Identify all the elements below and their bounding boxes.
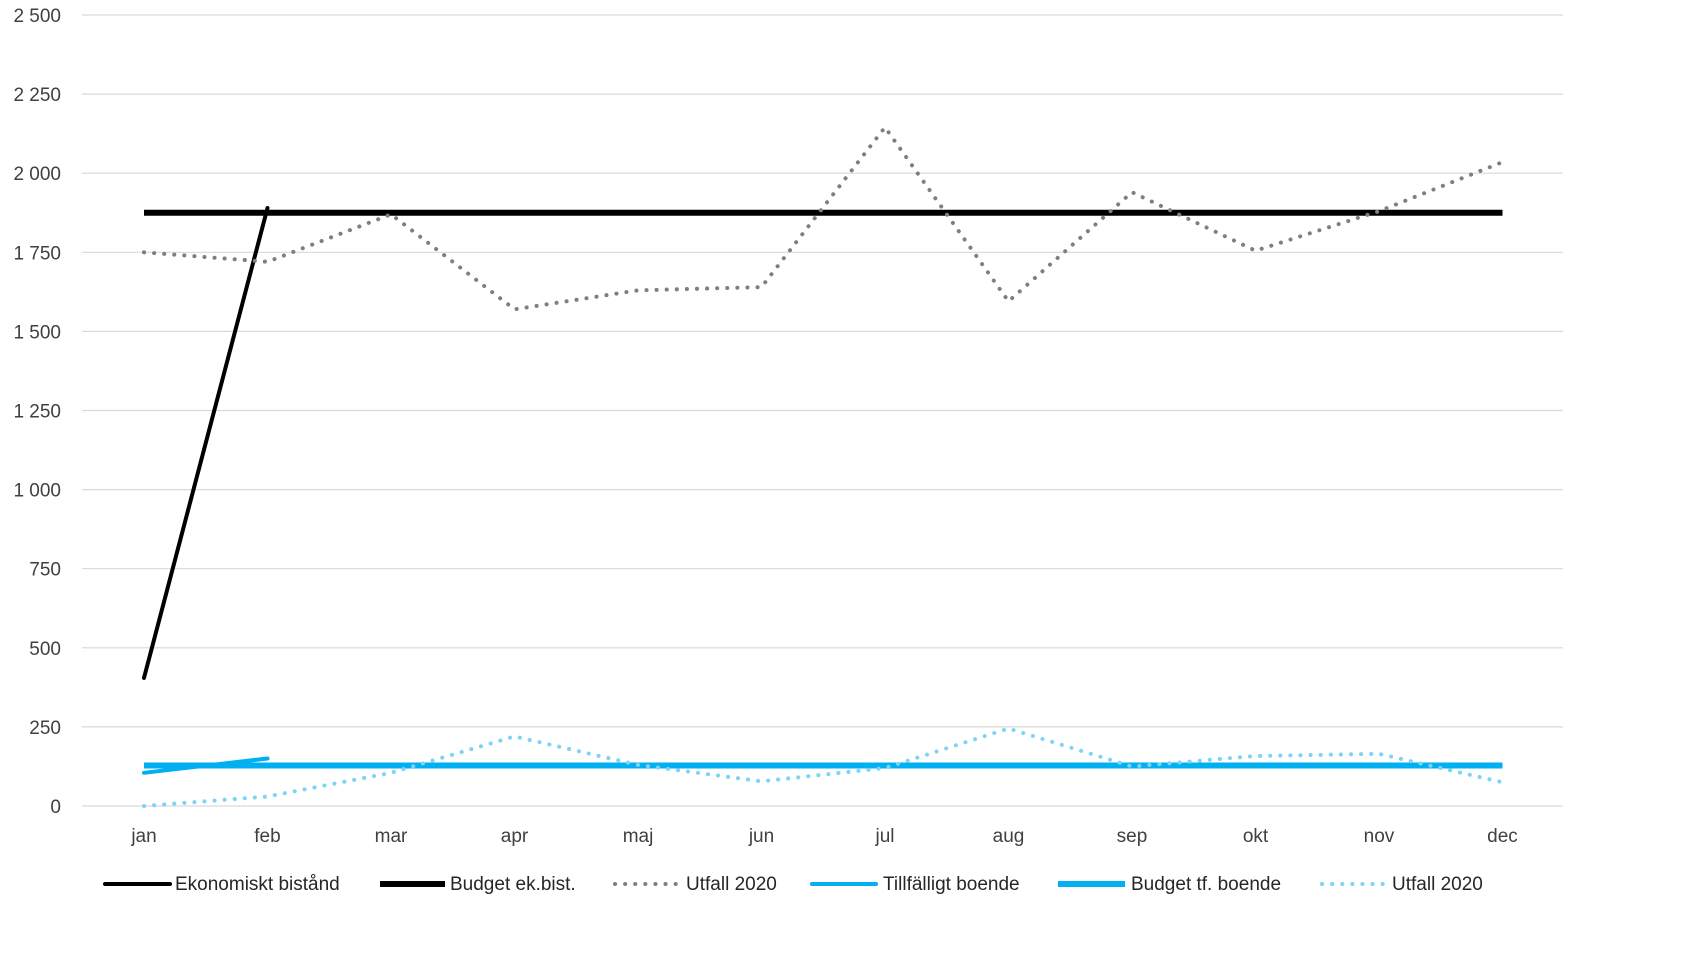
y-tick-label: 1 250: [13, 402, 61, 423]
y-tick-label: 0: [50, 797, 61, 818]
x-tick-label: jan: [130, 826, 156, 847]
x-tick-label: sep: [1117, 826, 1148, 847]
y-tick-label: 1 000: [13, 481, 61, 502]
y-tick-label: 2 500: [13, 6, 61, 27]
y-tick-label: 750: [29, 560, 61, 581]
y-tick-label: 2 250: [13, 85, 61, 106]
legend: Ekonomiskt bistånd Budget ek.bist. Utfall …: [103, 874, 1483, 895]
x-tick-label: feb: [254, 826, 280, 847]
x-tick-label: jun: [748, 826, 774, 847]
x-tick-label: maj: [623, 826, 654, 847]
x-tick-label: apr: [501, 826, 529, 847]
y-tick-label: 1 500: [13, 322, 61, 343]
x-tick-label: okt: [1243, 826, 1269, 847]
legend-label-5: Utfall 2020: [1392, 874, 1483, 895]
series-line-0: [142, 206, 270, 680]
x-tick-label: mar: [375, 826, 408, 847]
line-chart: 0 250 500 750 1 000 1 250 1 500 1 750 2 000 2 250…: [13, 6, 1563, 895]
legend-label-4: Budget tf. boende: [1131, 874, 1281, 895]
y-tick-label: 2 000: [13, 164, 61, 185]
y-tick-label: 500: [29, 639, 61, 660]
y-axis-ticks: 0 250 500 750 1 000 1 250 1 500 1 750 2 000 2 250…: [13, 6, 61, 818]
x-axis-ticks: jan feb mar apr maj jun jul aug sep okt nov dec: [130, 826, 1518, 847]
series-line-2: [142, 123, 1505, 312]
series-lines: [142, 123, 1505, 808]
x-tick-label: aug: [993, 826, 1025, 847]
legend-label-1: Budget ek.bist.: [450, 874, 576, 895]
legend-label-2: Utfall 2020: [686, 874, 777, 895]
x-tick-label: dec: [1487, 826, 1518, 847]
y-tick-label: 1 750: [13, 243, 61, 264]
x-tick-label: nov: [1364, 826, 1395, 847]
legend-label-3: Tillfälligt boende: [883, 874, 1020, 895]
gridlines: [82, 14, 1563, 807]
legend-label-0: Ekonomiskt bistånd: [175, 874, 340, 895]
y-tick-label: 250: [29, 718, 61, 739]
x-tick-label: jul: [874, 826, 894, 847]
